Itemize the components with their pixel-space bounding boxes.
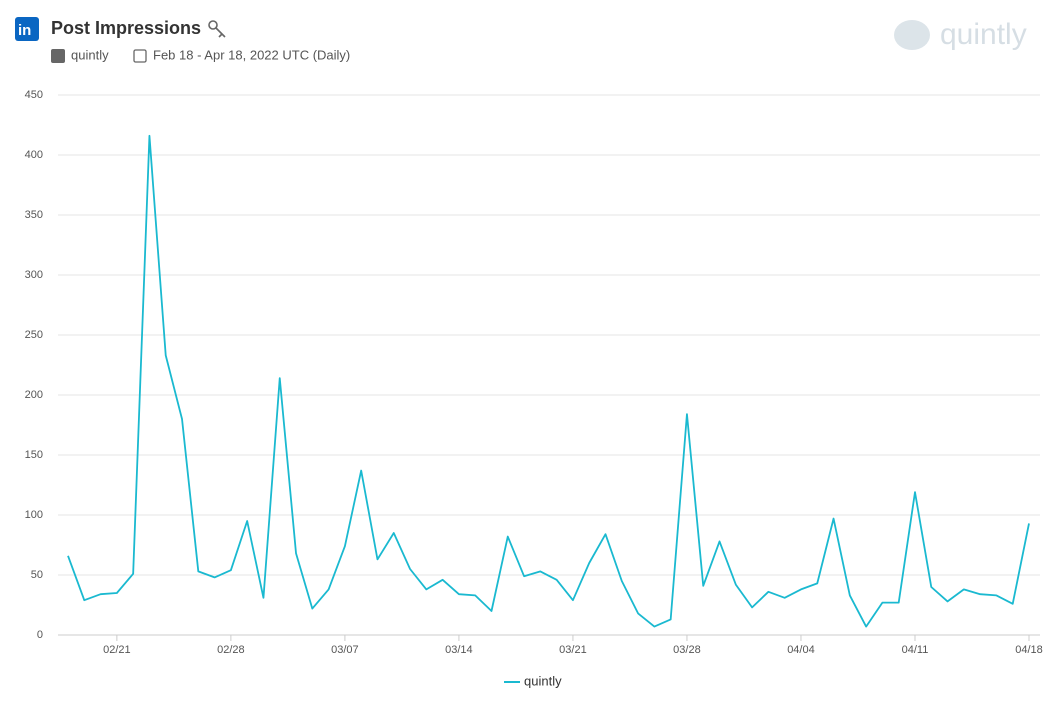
x-tick-label: 02/28 (217, 644, 245, 656)
key-icon (208, 20, 226, 38)
linkedin-icon (15, 17, 39, 41)
y-tick-label: 350 (25, 209, 43, 221)
linkedin-letters: in (18, 22, 31, 39)
y-tick-label: 100 (25, 509, 43, 521)
calendar-icon (133, 49, 147, 63)
source: quintly (71, 47, 109, 62)
series-line (67, 134, 1030, 628)
legend-label: quintly (524, 673, 562, 688)
brand-logo (894, 20, 930, 50)
y-tick-label: 0 (37, 629, 43, 641)
brand: quintly (940, 18, 1027, 51)
x-tick-label: 03/28 (673, 644, 701, 656)
y-tick-label: 400 (25, 149, 43, 161)
chart-title: Post Impressions (51, 18, 201, 38)
x-tick-label: 03/14 (445, 644, 473, 656)
y-tick-label: 250 (25, 329, 43, 341)
y-tick-label: 450 (25, 89, 43, 101)
x-tick-label: 04/18 (1015, 644, 1043, 656)
y-tick-label: 50 (31, 569, 43, 581)
y-tick-label: 150 (25, 449, 43, 461)
subtitle: Feb 18 - Apr 18, 2022 UTC (Daily) (153, 47, 350, 62)
x-tick-label: 03/21 (559, 644, 587, 656)
x-tick-label: 03/07 (331, 644, 359, 656)
y-tick-label: 200 (25, 389, 43, 401)
x-tick-label: 04/11 (902, 644, 929, 656)
x-tick-label: 02/21 (103, 644, 131, 656)
source-icon (51, 49, 65, 63)
x-tick-label: 04/04 (787, 644, 815, 656)
y-tick-label: 300 (25, 269, 43, 281)
